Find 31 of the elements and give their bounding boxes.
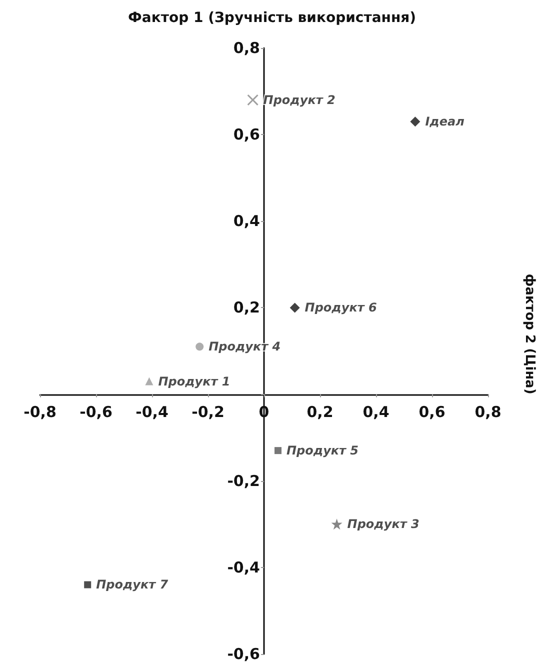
series-label: Продукт 5 [286, 444, 359, 458]
x-tick-label: -0,6 [80, 402, 112, 421]
series-label: Продукт 6 [304, 300, 377, 315]
x-tick-label: 0,8 [474, 402, 502, 421]
point [247, 94, 258, 106]
point [290, 302, 300, 313]
x-tick-label: 0,6 [418, 402, 446, 421]
chart-title: Фактор 1 (Зручність використання) [128, 10, 416, 26]
point [84, 581, 92, 588]
series-label: Продукт 7 [96, 578, 169, 592]
x-tick-label: 0,2 [306, 402, 334, 421]
y-tick-label: -0,4 [227, 558, 260, 576]
y-tick-label: 0,8 [233, 39, 260, 57]
point [331, 518, 342, 530]
x-tick-label: -0,8 [24, 402, 56, 421]
series-label: Продукт 3 [347, 517, 420, 532]
point [274, 447, 282, 454]
series-label: Ідеал [425, 114, 465, 129]
y-tick-label: -0,2 [227, 472, 260, 490]
y-tick-label: 0,2 [233, 298, 260, 317]
point [145, 377, 154, 386]
x-tick-label: 0,4 [362, 402, 390, 421]
x-tick-label: -0,2 [192, 402, 224, 421]
y-tick-label: -0,6 [227, 645, 260, 663]
series-label: Продукт 1 [158, 374, 230, 388]
y-axis-title: фактор 2 (Ціна) [522, 274, 537, 394]
y-tick-label: 0,4 [233, 212, 260, 230]
y-tick-label: 0,6 [233, 126, 260, 144]
x-tick-label: -0,4 [136, 402, 168, 421]
point [196, 342, 204, 351]
point [410, 116, 420, 127]
